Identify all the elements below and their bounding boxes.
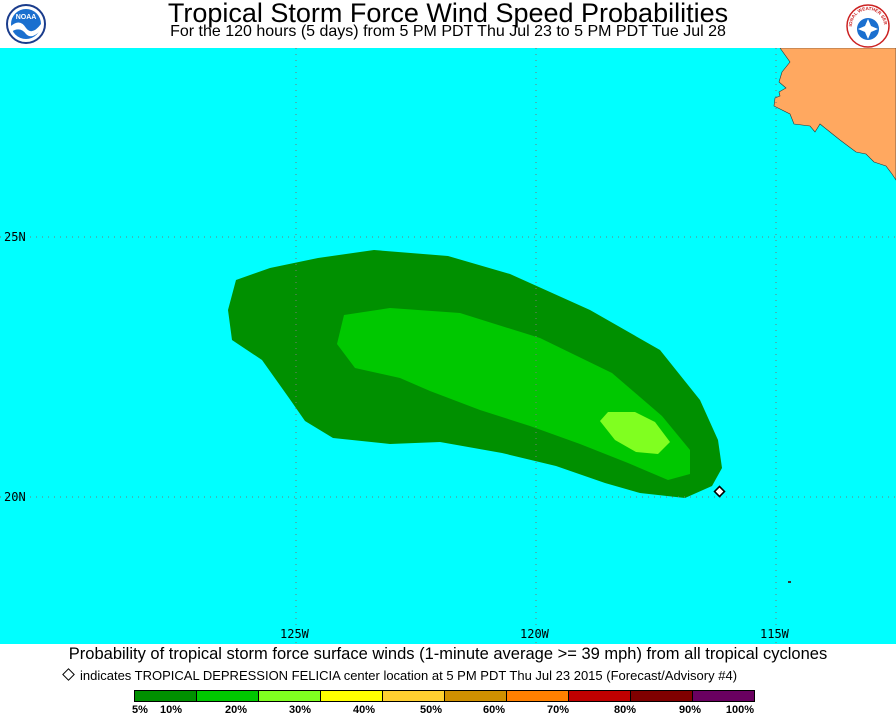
svg-text:NOAA: NOAA (16, 14, 37, 21)
storm-center-marker[interactable] (713, 485, 726, 498)
legend-swatch (258, 690, 321, 702)
marker-note: indicates TROPICAL DEPRESSION FELICIA ce… (62, 668, 738, 684)
diamond-icon (62, 668, 75, 681)
legend-label: 80% (613, 704, 637, 716)
legend-label: 40% (352, 704, 376, 716)
legend-swatch (506, 690, 569, 702)
small-island (788, 581, 791, 583)
lat-label: 25N (4, 230, 26, 244)
probability-map: 25N 20N 125W 120W 115W (0, 48, 896, 644)
legend-label: 100% (725, 704, 755, 716)
page-subtitle: For the 120 hours (5 days) from 5 PM PDT… (170, 23, 726, 40)
legend-label: 5% (132, 704, 148, 716)
legend-swatch (382, 690, 445, 702)
legend-label: 50% (419, 704, 443, 716)
legend-swatch (320, 690, 383, 702)
legend-swatch (196, 690, 259, 702)
noaa-logo-icon: NOAA (6, 4, 46, 44)
legend-label: 90% (678, 704, 702, 716)
legend-labels: 5% 10% 20% 30% 40% 50% 60% 70% 80% 90% 100% (0, 704, 896, 718)
header: NOAA Tropical Storm Force Wind Speed Pro… (0, 0, 896, 48)
legend-swatch (630, 690, 693, 702)
legend-label: 60% (482, 704, 506, 716)
lon-label: 125W (280, 627, 310, 641)
nws-logo-icon: NATIONAL WEATHER SERVICE (846, 4, 890, 48)
legend-label: 20% (224, 704, 248, 716)
legend-swatch (568, 690, 631, 702)
legend-swatch (134, 690, 197, 702)
color-legend (134, 690, 755, 702)
footer: Probability of tropical storm force surf… (0, 644, 896, 716)
lat-label: 20N (4, 490, 26, 504)
legend-label: 70% (546, 704, 570, 716)
lon-label: 120W (520, 627, 550, 641)
lon-label: 115W (760, 627, 790, 641)
marker-note-text: indicates TROPICAL DEPRESSION FELICIA ce… (80, 668, 738, 683)
map-canvas: 25N 20N 125W 120W 115W (0, 48, 896, 644)
land-baja (773, 48, 896, 181)
page-title: Tropical Storm Force Wind Speed Probabil… (167, 0, 729, 28)
legend-label: 10% (159, 704, 183, 716)
legend-swatch (692, 690, 755, 702)
legend-swatch (444, 690, 507, 702)
contour-20-30 (600, 412, 670, 454)
contour-10-20 (337, 308, 690, 480)
legend-label: 30% (288, 704, 312, 716)
map-caption: Probability of tropical storm force surf… (68, 645, 828, 663)
